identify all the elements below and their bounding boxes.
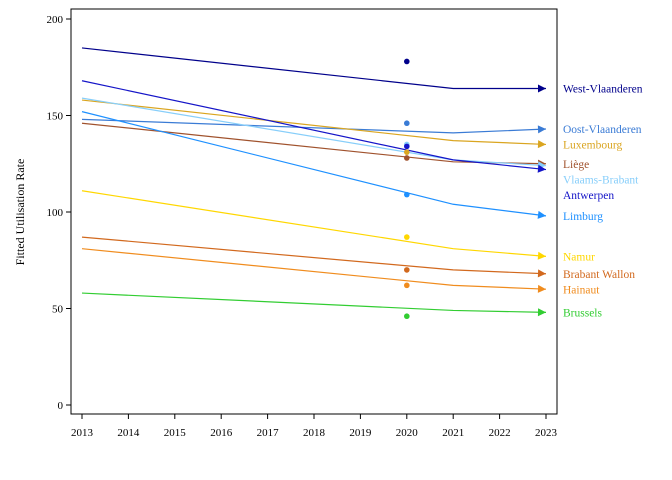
x-tick-label-2018: 2018	[303, 427, 326, 439]
series-label-west-vlaanderen: West-Vlaanderen	[563, 83, 643, 95]
y-tick-label-150: 150	[47, 111, 64, 123]
observed-points	[404, 58, 410, 320]
y-tick-label-50: 50	[52, 304, 64, 316]
series-line-brussels	[81, 292, 547, 313]
observed-point-antwerpen	[404, 143, 410, 150]
series-labels: West-Vlaanderen Oost-Vlaanderen Luxembourg…	[563, 83, 643, 319]
observed-point-luxembourg	[404, 149, 410, 155]
y-tick-label-100: 100	[47, 207, 64, 219]
series-line-namur	[81, 190, 547, 257]
series-arrow-brabant-wallon	[537, 269, 546, 278]
x-tick-label-2017: 2017	[257, 427, 280, 439]
series-label-hainaut: Hainaut	[563, 284, 600, 296]
series-line-limburg	[81, 111, 547, 217]
x-tick-label-2019: 2019	[349, 427, 372, 439]
observed-point-limburg	[404, 191, 410, 198]
series-arrow-namur	[537, 251, 546, 260]
series-line-liege	[81, 122, 547, 165]
series-line-oost-vlaanderen	[81, 118, 547, 134]
x-tick-label-2020: 2020	[396, 427, 419, 439]
observed-point-brussels	[404, 313, 410, 320]
series-label-liege: Liège	[563, 159, 589, 171]
series-arrow-limburg	[537, 210, 546, 219]
observed-point-liege	[404, 155, 410, 161]
series-label-antwerpen: Antwerpen	[563, 190, 614, 202]
series-arrow-west-vlaanderen	[538, 84, 546, 93]
series-label-namur: Namur	[563, 251, 595, 263]
series-arrow-luxembourg	[537, 140, 546, 149]
series-arrow-brussels	[537, 308, 546, 317]
series-line-hainaut	[81, 248, 547, 290]
series-arrow-hainaut	[537, 284, 546, 293]
series-arrow-antwerpen	[537, 164, 546, 173]
plot-frame	[70, 8, 558, 415]
series-line-luxembourg	[81, 99, 547, 146]
x-axis: 2013 2014 2015 2016 2017 2018 2019 2020 2021 2022…	[71, 414, 558, 439]
series-line-antwerpen	[81, 80, 547, 171]
observed-point-hainaut	[404, 282, 410, 289]
series-line-west-vlaanderen	[81, 47, 546, 90]
observed-point-west-vlaanderen	[404, 58, 410, 65]
x-tick-label-2016: 2016	[210, 427, 233, 439]
series-label-limburg: Limburg	[563, 211, 603, 223]
x-tick-label-2014: 2014	[117, 427, 140, 439]
series-label-brabant-wallon: Brabant Wallon	[563, 269, 635, 281]
x-tick-label-2015: 2015	[164, 427, 187, 439]
x-tick-label-2021: 2021	[442, 427, 464, 439]
observed-point-brabant-wallon	[404, 267, 410, 273]
y-tick-label-200: 200	[47, 14, 64, 26]
series-lines	[81, 47, 547, 317]
series-label-oost-vlaanderen: Oost-Vlaanderen	[563, 124, 642, 136]
observed-point-oost-vlaanderen	[404, 120, 410, 127]
series-label-vlaams-brabant: Vlaams-Brabant	[563, 174, 639, 186]
y-axis: 0 50 100 150 200	[47, 14, 71, 412]
series-label-luxembourg: Luxembourg	[563, 140, 622, 152]
series-arrow-oost-vlaanderen	[537, 125, 546, 134]
observed-point-namur	[404, 234, 410, 240]
x-tick-label-2022: 2022	[489, 427, 511, 439]
series-label-brussels: Brussels	[563, 307, 603, 319]
y-axis-title: Fitted Utilisation Rate	[13, 159, 27, 266]
x-tick-label-2013: 2013	[71, 427, 94, 439]
series-line-brabant-wallon	[81, 236, 547, 275]
x-tick-label-2023: 2023	[535, 427, 558, 439]
y-tick-label-0: 0	[58, 400, 64, 412]
